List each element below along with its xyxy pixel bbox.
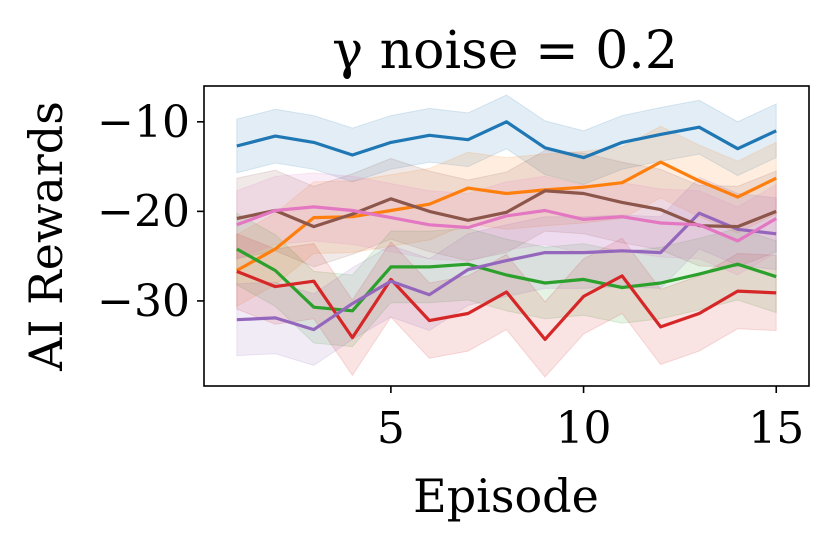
x-tick-label: 10 (556, 403, 612, 454)
plot-frame (203, 85, 810, 387)
band-purple (236, 176, 777, 366)
y-axis: −10 −20 −30 (97, 97, 204, 327)
band-red (236, 233, 777, 378)
y-tick-label: −30 (97, 276, 190, 327)
band-brown (236, 149, 777, 268)
x-axis: 5 10 15 (377, 386, 804, 454)
series-line-green (236, 247, 777, 313)
series-line-purple (236, 211, 777, 332)
series-line-brown (236, 189, 777, 229)
y-axis-label: AI Rewards (19, 101, 73, 372)
confidence-bands (236, 94, 777, 378)
x-tick-label: 5 (377, 403, 405, 454)
band-green (236, 212, 777, 348)
y-tick-label: −10 (97, 97, 190, 148)
series-line-blue (236, 120, 777, 160)
series-lines (236, 120, 778, 341)
series-line-red (236, 269, 777, 341)
chart-title: γ noise = 0.2 (332, 21, 678, 81)
series-line-pink (236, 205, 778, 243)
x-tick-label: 15 (748, 403, 804, 454)
band-pink (236, 172, 777, 276)
series-line-orange (236, 160, 777, 272)
band-blue (236, 94, 777, 186)
x-axis-label: Episode (413, 469, 599, 523)
y-tick-label: −20 (97, 186, 190, 237)
